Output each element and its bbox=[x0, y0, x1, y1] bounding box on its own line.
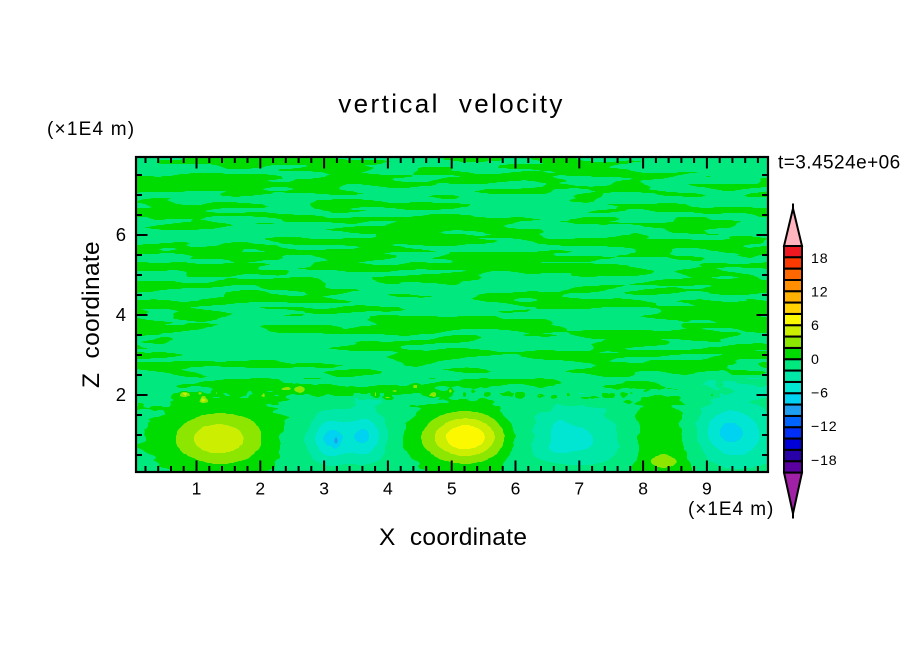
svg-text:3: 3 bbox=[319, 479, 329, 499]
svg-text:2: 2 bbox=[255, 479, 265, 499]
svg-text:0: 0 bbox=[811, 352, 820, 368]
svg-text:vertical velocity: vertical velocity bbox=[338, 89, 564, 119]
svg-text:1: 1 bbox=[192, 479, 202, 499]
svg-text:6: 6 bbox=[116, 224, 126, 245]
svg-text:4: 4 bbox=[383, 479, 393, 499]
svg-text:(×1E4 m): (×1E4 m) bbox=[688, 499, 774, 520]
svg-text:−12: −12 bbox=[811, 419, 837, 435]
svg-text:6: 6 bbox=[811, 318, 820, 334]
svg-text:8: 8 bbox=[638, 479, 648, 499]
svg-text:6: 6 bbox=[511, 479, 521, 499]
svg-text:9: 9 bbox=[702, 479, 712, 499]
svg-text:X coordinate: X coordinate bbox=[379, 524, 527, 551]
svg-text:7: 7 bbox=[574, 479, 584, 499]
svg-text:Z coordinate: Z coordinate bbox=[78, 241, 105, 388]
svg-text:5: 5 bbox=[447, 479, 457, 499]
svg-text:−6: −6 bbox=[811, 386, 829, 402]
svg-text:18: 18 bbox=[811, 251, 828, 267]
svg-text:4: 4 bbox=[116, 304, 126, 325]
svg-text:2: 2 bbox=[116, 384, 126, 405]
svg-text:12: 12 bbox=[811, 285, 828, 301]
svg-text:t=3.4524e+06: t=3.4524e+06 bbox=[778, 153, 901, 174]
svg-text:−18: −18 bbox=[811, 453, 837, 469]
svg-text:(×1E4 m): (×1E4 m) bbox=[47, 119, 135, 140]
